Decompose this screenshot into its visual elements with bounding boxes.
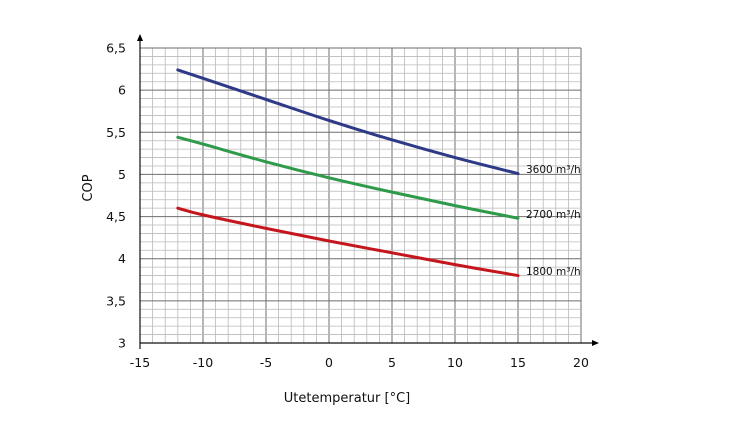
x-tick-label: 20 <box>573 355 589 370</box>
x-tick-label: 10 <box>447 355 463 370</box>
y-tick-label: 3,5 <box>106 293 126 308</box>
x-axis-title: Utetemperatur [°C] <box>284 391 410 406</box>
y-tick-label: 5,5 <box>106 125 126 140</box>
tick-labels: -15 -10 -5 0 5 10 15 20 3 3,5 4 4,5 5 5,5 6 6,5 <box>106 41 589 371</box>
x-tick-label: 15 <box>510 355 526 370</box>
chart-axes <box>137 34 599 349</box>
series-label-3: 1800 m³/h <box>526 266 581 278</box>
y-tick-label: 6,5 <box>106 41 126 56</box>
chart-grid <box>139 47 582 344</box>
y-tick-label: 4 <box>118 251 126 266</box>
y-axis-arrow <box>137 34 143 41</box>
x-tick-label: -10 <box>193 355 213 370</box>
series-lines <box>176 68 520 278</box>
series-line-2 <box>176 135 520 220</box>
y-tick-label: 5 <box>118 167 126 182</box>
series-labels: 3600 m³/h 2700 m³/h 1800 m³/h <box>526 164 581 278</box>
series-label-2: 2700 m³/h <box>526 209 581 221</box>
series-label-1: 3600 m³/h <box>526 164 581 176</box>
x-tick-label: 5 <box>388 355 396 370</box>
x-tick-label: -15 <box>130 355 150 370</box>
series-line-1 <box>176 68 520 176</box>
x-axis-arrow <box>592 340 599 346</box>
y-tick-label: 6 <box>118 83 126 98</box>
y-tick-label: 3 <box>118 336 126 351</box>
y-tick-label: 4,5 <box>106 209 126 224</box>
y-axis-title: COP <box>81 174 96 201</box>
x-tick-label: -5 <box>260 355 272 370</box>
series-line-3 <box>176 206 520 278</box>
x-tick-label: 0 <box>325 355 333 370</box>
